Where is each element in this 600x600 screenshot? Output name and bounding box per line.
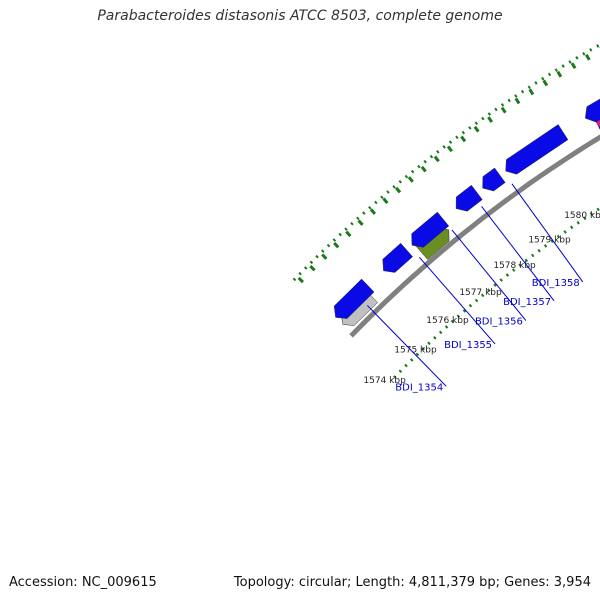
tick-bar [333, 241, 340, 249]
kbp-label: 1574 kbp [363, 376, 406, 386]
kbp-labels: 1574 kbp 1575 kbp 1576 kbp 1577 kbp 1578 kbp… [363, 211, 600, 386]
gene-label: BDI_1357 [503, 297, 551, 308]
tick-bar [357, 219, 364, 226]
topology-text: Topology: circular; Length: 4,811,379 bp… [233, 575, 591, 590]
tick-bar [473, 125, 480, 133]
tick-bar [309, 265, 316, 272]
gene-label: BDI_1356 [475, 317, 523, 328]
tick-bar [514, 97, 521, 105]
tick-bar [570, 62, 577, 70]
kbp-label: 1577 kbp [459, 288, 502, 298]
tick-bar [487, 116, 494, 123]
gene-track [333, 98, 600, 326]
tick-bar [585, 53, 591, 61]
tick-bar [394, 186, 402, 194]
tick-bar [420, 165, 427, 173]
tick-bar [500, 106, 507, 114]
leader-line [366, 305, 447, 387]
backbone [349, 134, 600, 338]
outer-dot-track [292, 42, 600, 282]
kbp-label: 1579 kbp [528, 236, 571, 246]
tick-bar [297, 276, 305, 284]
tick-bar [369, 208, 377, 215]
gene-arrow [333, 278, 375, 319]
tick-bar [433, 155, 440, 163]
backbone-line [349, 134, 600, 338]
accession-text: Accession: NC_009615 [9, 575, 157, 590]
tick-bar-track [297, 46, 600, 284]
gene-arrow [382, 242, 413, 273]
gene-arrow [505, 124, 569, 175]
kbp-label: 1576 kbp [426, 316, 469, 326]
kbp-label: 1580 kbp [564, 211, 600, 221]
gene-labels: BDI_1354 BDI_1355 BDI_1356 BDI_1357 BDI_1358… [395, 278, 580, 393]
leader-line [451, 229, 527, 321]
gene-arrow [455, 184, 483, 212]
tick-bar [321, 253, 328, 260]
leader-line [481, 206, 555, 302]
leader-line [419, 257, 496, 345]
tick-bar [446, 145, 453, 153]
gene-arrow [411, 211, 450, 248]
leader-line [511, 183, 584, 283]
gene-label: BDI_1355 [444, 340, 492, 351]
tick-bar [528, 88, 535, 96]
tick-bar [460, 135, 467, 143]
kbp-label: 1578 kbp [493, 261, 536, 271]
tick-bar [556, 70, 563, 78]
gene-label: BDI_1358 [532, 278, 580, 289]
gene-arrow [482, 167, 506, 192]
tick-bar [542, 79, 549, 87]
kbp-label: 1575 kbp [394, 345, 437, 355]
tick-dot-tracks [292, 42, 600, 379]
tick-bar [407, 176, 414, 183]
tick-bar [345, 230, 352, 238]
gene-label: BDI_1354 [395, 382, 443, 393]
gene-arrow [585, 98, 600, 123]
label-leaders [366, 126, 600, 387]
map-title: Parabacteroides distasonis ATCC 8503, co… [97, 8, 503, 24]
tick-bar [382, 197, 389, 205]
